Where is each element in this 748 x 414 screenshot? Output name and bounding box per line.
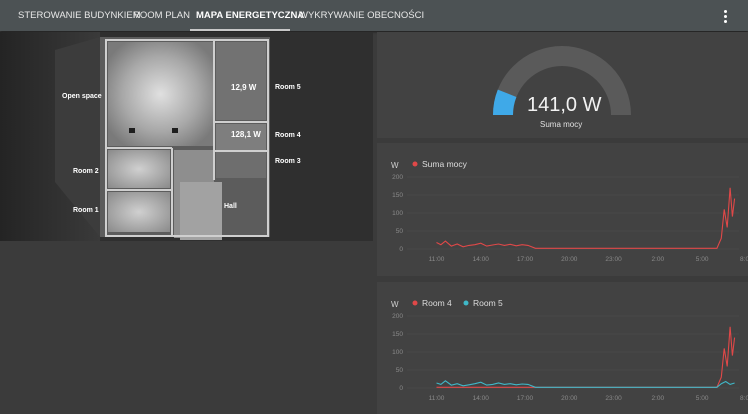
legend-marker (413, 301, 418, 306)
x-tick-label: 14:00 (473, 395, 490, 402)
gauge-value: 141,0 W (527, 94, 601, 117)
y-axis-unit: W (391, 161, 399, 170)
legend-marker (464, 301, 469, 306)
x-tick-label: 11:00 (429, 256, 445, 263)
y-tick-label: 50 (396, 367, 404, 374)
legend-label: Suma mocy (422, 159, 468, 169)
x-tick-label: 17:00 (517, 256, 534, 263)
room-label-open-space: Open space (62, 93, 102, 100)
y-tick-label: 0 (399, 246, 403, 253)
y-tick-label: 50 (396, 228, 404, 235)
active-tab-indicator (190, 29, 290, 31)
x-tick-label: 8:00 (740, 395, 748, 402)
room5-power-value: 12,9 W (231, 83, 256, 92)
x-tick-label: 8:00 (740, 256, 748, 263)
x-tick-label: 23:00 (605, 395, 622, 402)
x-tick-label: 2:00 (652, 395, 665, 402)
x-tick-label: 20:00 (561, 256, 578, 263)
x-tick-label: 14:00 (473, 256, 490, 263)
chart-rooms: W 0 50 100 150 200 11:00 14:00 17:00 20:00 23:00 2:… (377, 282, 748, 414)
x-tick-label: 23:00 (605, 256, 622, 263)
x-tick-label: 11:00 (429, 395, 445, 402)
tab-room-plan[interactable]: ROOM PLAN (133, 0, 190, 31)
tab-wykrywanie-obecnosci[interactable]: WYKRYWANIE OBECNOŚCI (299, 0, 424, 31)
empty-panel-area (0, 242, 373, 414)
y-tick-label: 100 (392, 349, 403, 356)
x-tick-label: 5:00 (696, 256, 709, 263)
room-label-room4: Room 4 (275, 132, 301, 139)
tab-sterowanie-budynkiem[interactable]: STEROWANIE BUDYNKIEM (18, 0, 141, 31)
y-tick-label: 0 (399, 385, 403, 392)
room-label-hall: Hall (224, 203, 237, 210)
y-axis-unit: W (391, 300, 399, 309)
x-tick-label: 17:00 (517, 395, 534, 402)
series-line (437, 188, 735, 249)
series-line (437, 381, 735, 388)
gauge-label: Suma mocy (540, 120, 582, 129)
legend-marker (413, 162, 418, 167)
room-label-room1: Room 1 (73, 207, 99, 214)
legend-label: Room 5 (473, 298, 503, 308)
tab-mapa-energetyczna[interactable]: MAPA ENERGETYCZNA (196, 0, 304, 31)
chart-total-power: W 0 50 100 150 200 11:00 14:00 17:00 20:00 23:00 2:… (377, 143, 748, 276)
y-tick-label: 200 (392, 313, 403, 320)
x-tick-label: 5:00 (696, 395, 709, 402)
room-label-room5: Room 5 (275, 84, 301, 91)
room4-power-value: 128,1 W (231, 130, 261, 139)
top-app-bar: STEROWANIE BUDYNKIEM ROOM PLAN MAPA ENER… (0, 0, 748, 31)
x-tick-label: 20:00 (561, 395, 578, 402)
gauge-fill (503, 93, 507, 115)
y-tick-label: 150 (392, 192, 403, 199)
legend-label: Room 4 (422, 298, 452, 308)
floorplan-panel: Open space Room 5 12,9 W Room 4 128,1 W … (0, 32, 373, 241)
more-vertical-icon[interactable] (720, 8, 730, 24)
y-tick-label: 150 (392, 331, 403, 338)
room-label-room2: Room 2 (73, 168, 99, 175)
y-tick-label: 100 (392, 210, 403, 217)
floorplan-image (0, 32, 373, 241)
series-line (437, 327, 735, 388)
x-tick-label: 2:00 (652, 256, 665, 263)
y-tick-label: 200 (392, 174, 403, 181)
room-label-room3: Room 3 (275, 158, 301, 165)
